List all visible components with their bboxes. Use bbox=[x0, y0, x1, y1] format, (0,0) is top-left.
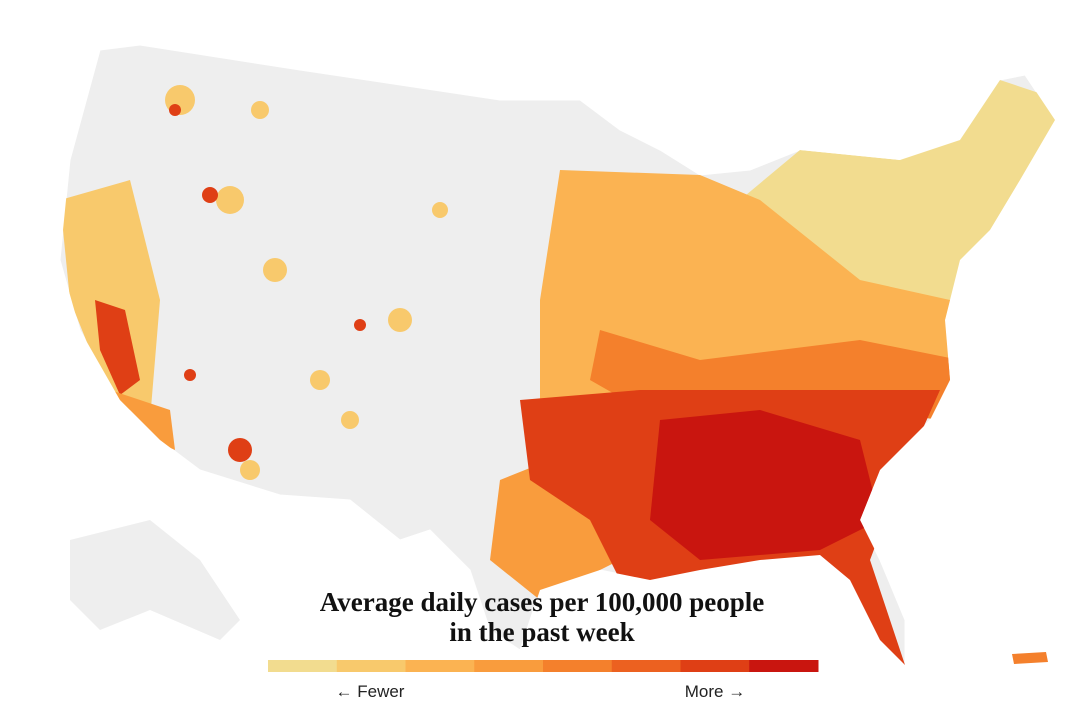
legend-swatch bbox=[336, 660, 406, 672]
legend-swatch bbox=[611, 660, 681, 672]
legend-swatch bbox=[749, 660, 819, 672]
legend-scale bbox=[268, 660, 819, 672]
contiguous-us bbox=[59, 44, 1056, 667]
legend-swatch bbox=[543, 660, 613, 672]
legend-high-label: More → bbox=[685, 682, 745, 701]
legend-title-line: Average daily cases per 100,000 people bbox=[320, 587, 764, 617]
legend-swatch bbox=[680, 660, 750, 672]
puerto-rico bbox=[1012, 652, 1048, 664]
legend-low-label: ← Fewer bbox=[336, 682, 405, 701]
alaska bbox=[70, 520, 240, 640]
legend-swatch bbox=[474, 660, 544, 672]
legend-title-line: in the past week bbox=[449, 617, 634, 647]
legend-swatch bbox=[405, 660, 475, 672]
legend-swatch bbox=[268, 660, 338, 672]
